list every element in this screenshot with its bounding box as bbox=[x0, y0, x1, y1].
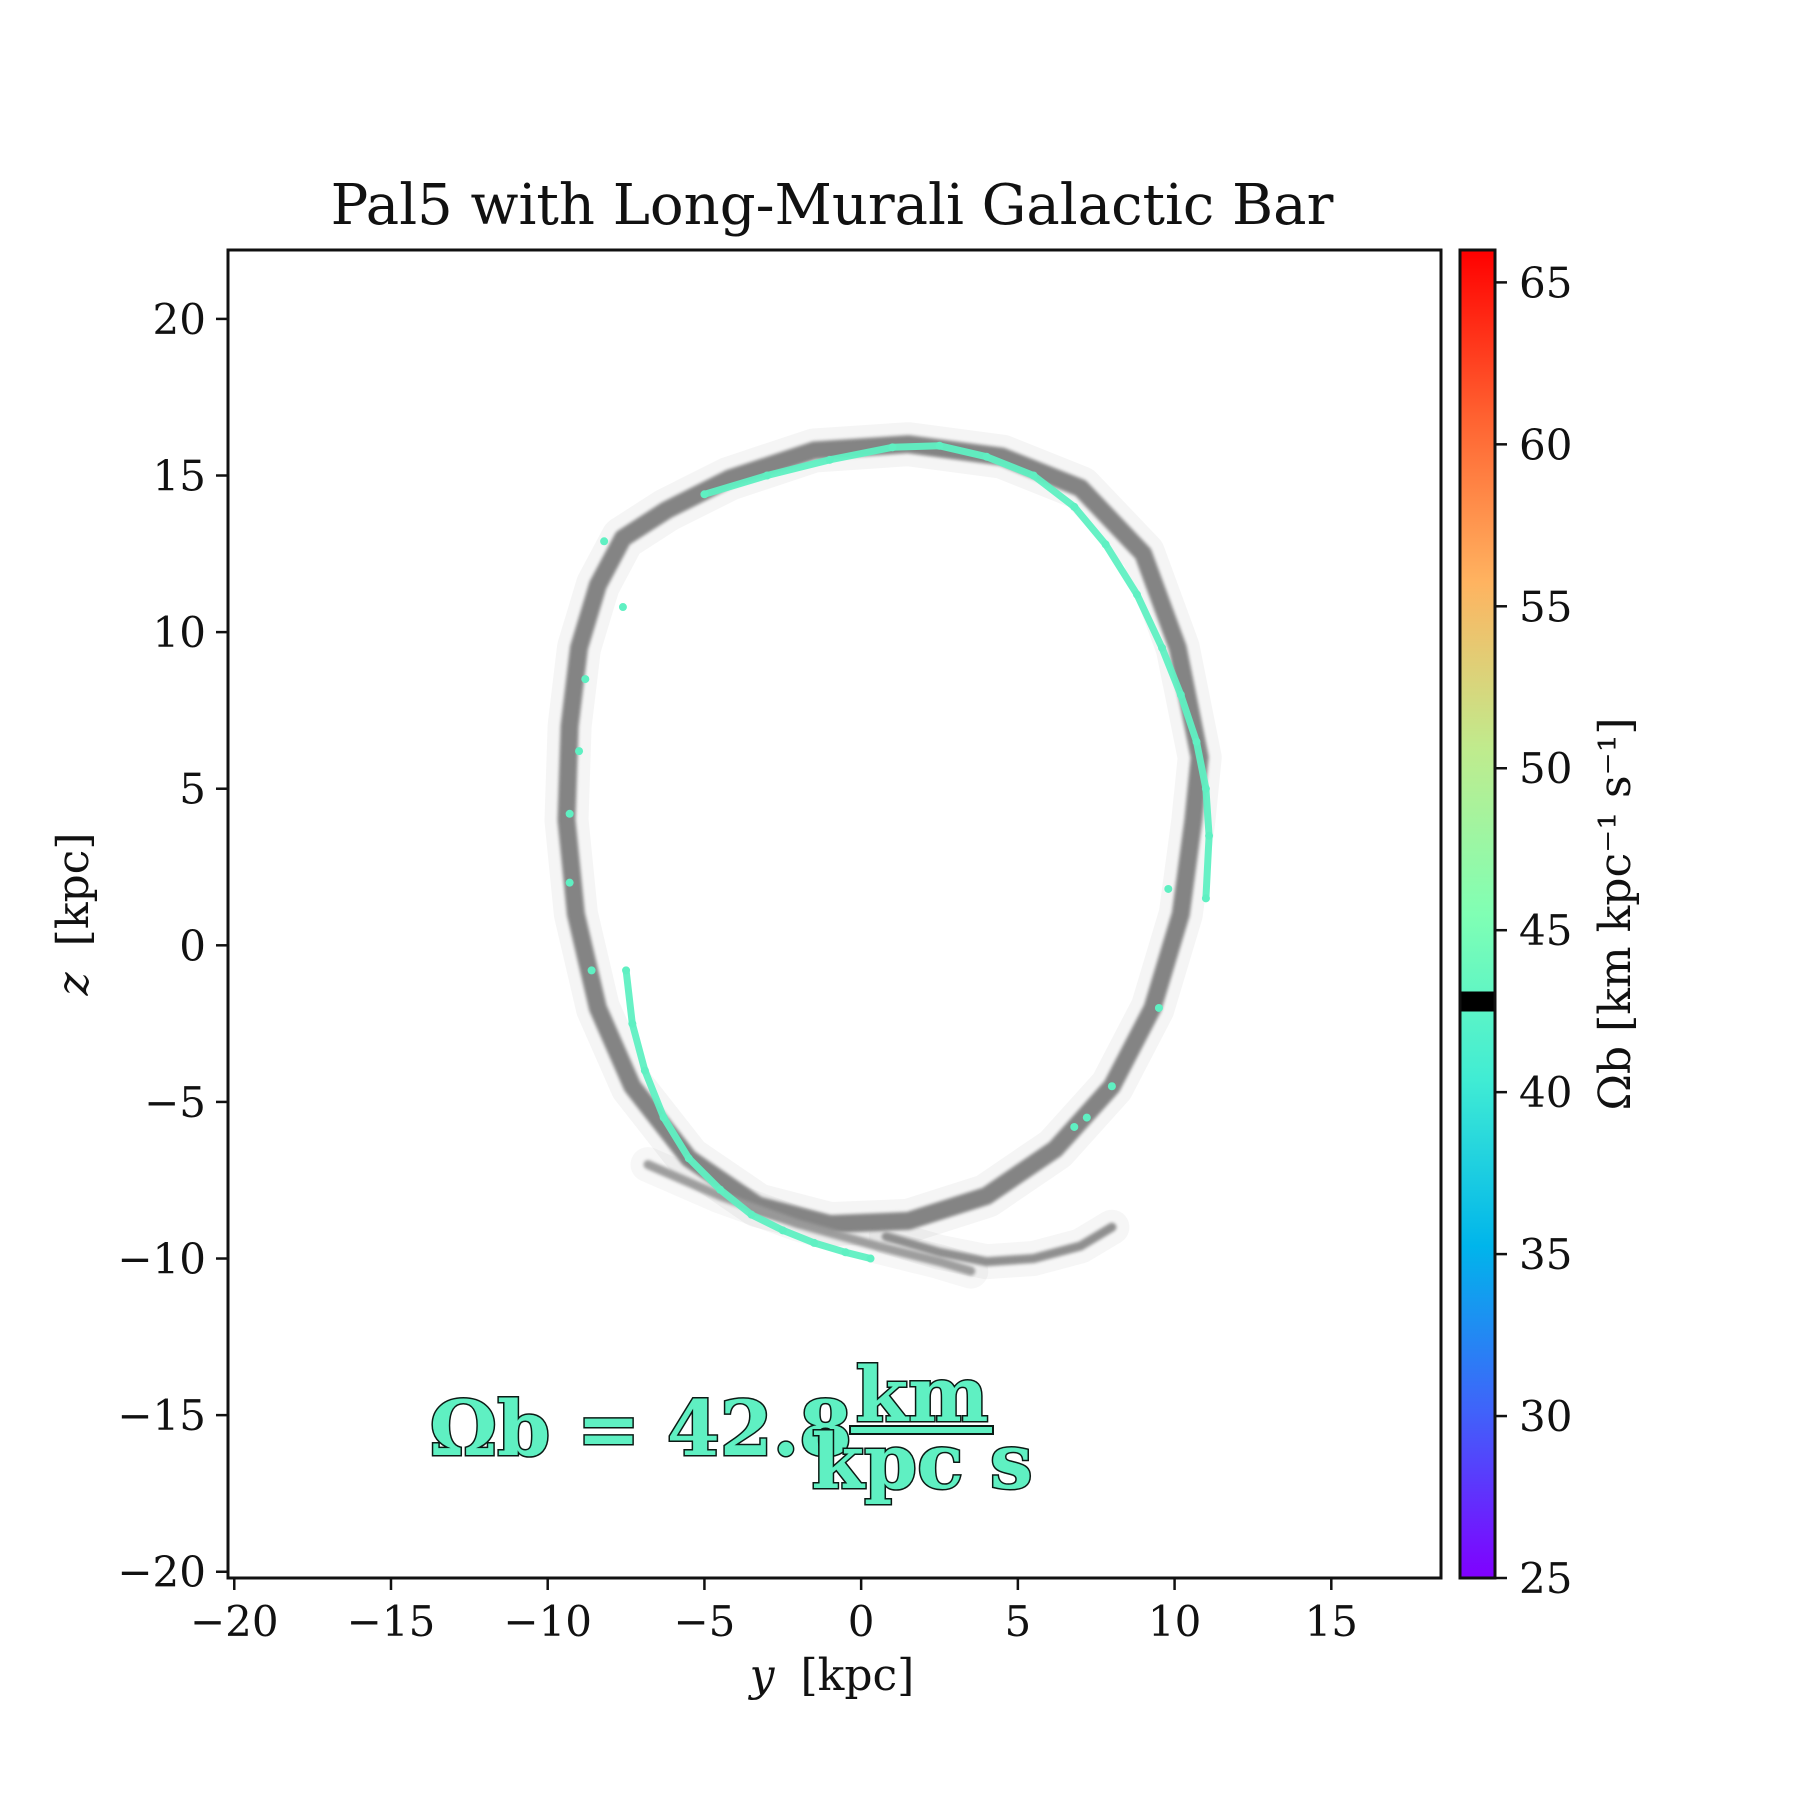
pal5-stream-point bbox=[684, 1154, 693, 1163]
y-tick-label: 5 bbox=[179, 765, 206, 814]
omega-annotation-denominator: kpc s bbox=[811, 1417, 1032, 1506]
colorbar-tick-label: 35 bbox=[1519, 1230, 1572, 1279]
y-tick-label: 20 bbox=[153, 295, 206, 344]
colorbar: 25 30 35 40 45 50 55 60 65 Ωb [km kpc⁻¹ s⁻¹] bbox=[1458, 248, 1641, 1603]
pal5-stream-point bbox=[1158, 643, 1167, 652]
x-tick-label: 15 bbox=[1305, 1597, 1358, 1646]
pal5-stream-point bbox=[1132, 590, 1141, 599]
omega-annotation-lhs: Ωb = 42.8 bbox=[430, 1384, 853, 1473]
pal5-stream-point bbox=[575, 747, 584, 756]
pal5-stream-point bbox=[587, 966, 596, 975]
pal5-stream-point bbox=[810, 1238, 819, 1247]
pal5-stream-point bbox=[935, 441, 944, 450]
pal5-stream-point bbox=[1101, 540, 1110, 549]
pal5-stream-point bbox=[1192, 737, 1201, 746]
pal5-stream-point bbox=[1154, 1003, 1163, 1012]
series-layer bbox=[544, 422, 1222, 1289]
pal5-stream-point bbox=[628, 1019, 637, 1028]
pal5-stream-point bbox=[1164, 884, 1173, 893]
pal5-stream-point bbox=[866, 1254, 875, 1263]
y-tick-label: −20 bbox=[117, 1548, 206, 1597]
colorbar-tick-label: 40 bbox=[1519, 1068, 1572, 1117]
omega-annotation-fraction-bar bbox=[849, 1425, 994, 1435]
plot-background bbox=[228, 250, 1441, 1578]
pal5-stream-point bbox=[1201, 894, 1210, 903]
pal5-stream-point bbox=[1201, 784, 1210, 793]
colorbar-tick-label: 25 bbox=[1519, 1554, 1572, 1603]
pal5-stream-point bbox=[700, 490, 709, 499]
colorbar-tick-label: 45 bbox=[1519, 906, 1572, 955]
y-tick-label: 0 bbox=[179, 921, 206, 970]
plot-area bbox=[226, 248, 1443, 1580]
y-axis-variable: z bbox=[48, 972, 99, 997]
stream-series-1 bbox=[643, 1160, 976, 1276]
pal5-stream-point bbox=[763, 471, 772, 480]
pal5-stream-point bbox=[659, 1113, 668, 1122]
pal5-stream-point bbox=[1029, 471, 1038, 480]
pal5-stream-point bbox=[778, 1226, 787, 1235]
pal5-stream-point bbox=[1107, 1082, 1116, 1091]
pal5-stream-point bbox=[747, 1210, 756, 1219]
colorbar-ticks: 25 30 35 40 45 50 55 60 65 bbox=[1495, 258, 1572, 1603]
pal5-stream-point bbox=[565, 809, 574, 818]
x-tick-label: −10 bbox=[503, 1597, 592, 1646]
pal5-stream-point bbox=[622, 966, 631, 975]
pal5-stream-point bbox=[1070, 1122, 1079, 1131]
y-axis-label: z [kpc] bbox=[48, 833, 99, 997]
pal5-stream-line-3 bbox=[700, 442, 1213, 902]
y-tick-label: −5 bbox=[144, 1078, 206, 1127]
x-tick-label: −5 bbox=[673, 1597, 735, 1646]
pal5-stream-point bbox=[1176, 690, 1185, 699]
pal5-stream-point bbox=[1070, 502, 1079, 511]
colorbar-tick-label: 60 bbox=[1519, 420, 1572, 469]
pal5-stream-point bbox=[618, 603, 627, 612]
colorbar-gradient bbox=[1460, 250, 1495, 1578]
pal5-stream-point bbox=[716, 1185, 725, 1194]
colorbar-tick-label: 30 bbox=[1519, 1392, 1572, 1441]
pal5-stream-point bbox=[982, 452, 991, 461]
y-tick-label: −15 bbox=[117, 1391, 206, 1440]
pal5-stream-point bbox=[825, 455, 834, 464]
x-tick-label: 5 bbox=[1004, 1597, 1031, 1646]
x-tick-label: 10 bbox=[1148, 1597, 1201, 1646]
colorbar-label: Ωb [km kpc⁻¹ s⁻¹] bbox=[1590, 717, 1641, 1110]
y-axis-unit: [kpc] bbox=[48, 833, 99, 947]
x-tick-label: 0 bbox=[848, 1597, 875, 1646]
x-axis-variable: y bbox=[748, 1650, 776, 1701]
y-tick-label: 15 bbox=[153, 452, 206, 501]
pal5-stream-point bbox=[640, 1066, 649, 1075]
colorbar-tick-label: 50 bbox=[1519, 744, 1572, 793]
pal5-stream-point bbox=[1082, 1113, 1091, 1122]
pal5-stream-point bbox=[581, 675, 590, 684]
x-axis-label: y [kpc] bbox=[748, 1650, 915, 1701]
colorbar-tick-label: 65 bbox=[1519, 258, 1572, 307]
omega-annotation: Ωb = 42.8 km kpc s bbox=[428, 1349, 1034, 1508]
pal5-stream-point bbox=[841, 1248, 850, 1257]
colorbar-frame bbox=[1458, 248, 1497, 1580]
plot-frame bbox=[226, 248, 1443, 1580]
x-tick-label: −15 bbox=[347, 1597, 436, 1646]
colorbar-tick-label: 55 bbox=[1519, 582, 1572, 631]
pal5-stream-point bbox=[888, 443, 897, 452]
y-tick-label: −10 bbox=[117, 1235, 206, 1284]
stream-series-2 bbox=[881, 1222, 1117, 1267]
y-tick-label: 10 bbox=[153, 608, 206, 657]
pal5-stream-point bbox=[600, 537, 609, 546]
y-axis: −20 −15 −10 −5 0 5 10 15 20 bbox=[117, 295, 228, 1597]
pal5-stream-point bbox=[1205, 831, 1214, 840]
x-tick-label: −20 bbox=[190, 1597, 279, 1646]
pal5-stream-point bbox=[565, 878, 574, 887]
x-axis-unit: [kpc] bbox=[801, 1650, 915, 1701]
colorbar-current-value-marker bbox=[1460, 991, 1495, 1012]
x-axis: −20 −15 −10 −5 0 5 10 15 bbox=[190, 1578, 1358, 1646]
chart-title: Pal5 with Long-Murali Galactic Bar bbox=[331, 173, 1334, 238]
